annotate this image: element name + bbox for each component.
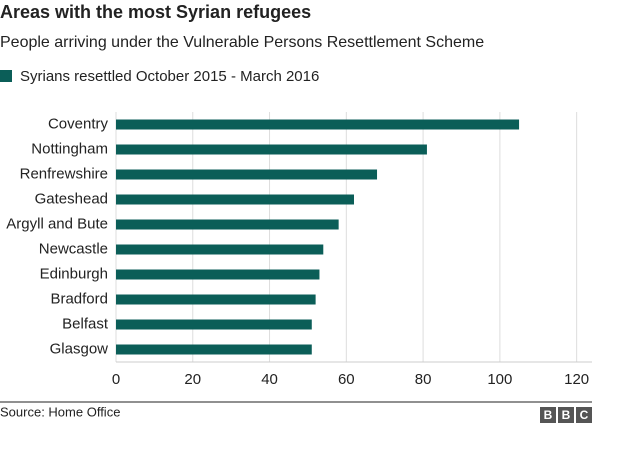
- y-tick-label: Edinburgh: [40, 265, 108, 282]
- logo-letter: B: [562, 408, 571, 422]
- x-tick-label: 0: [112, 371, 120, 388]
- bar: [116, 294, 316, 305]
- y-tick-label: Nottingham: [31, 140, 108, 157]
- bar: [116, 144, 427, 155]
- bar: [116, 244, 324, 255]
- y-tick-label: Renfrewshire: [20, 165, 108, 182]
- logo-box: [576, 407, 592, 423]
- legend-swatch: [0, 70, 12, 82]
- chart-title: Areas with the most Syrian refugees: [0, 2, 311, 22]
- logo-box: [558, 407, 574, 423]
- x-tick-label: 100: [487, 371, 512, 388]
- logo-letter: C: [580, 408, 589, 422]
- y-tick-label: Argyll and Bute: [6, 215, 108, 232]
- bar: [116, 269, 320, 280]
- x-tick-label: 80: [415, 371, 432, 388]
- logo-letter: B: [544, 408, 553, 422]
- legend-label: Syrians resettled October 2015 - March 2…: [20, 68, 319, 85]
- bar: [116, 194, 354, 205]
- bar: [116, 344, 312, 355]
- bar: [116, 319, 312, 330]
- x-tick-label: 120: [564, 371, 589, 388]
- logo-box: [540, 407, 556, 423]
- x-tick-label: 60: [338, 371, 355, 388]
- bar: [116, 119, 520, 130]
- bar: [116, 169, 378, 180]
- source: Source: Home Office: [0, 404, 120, 419]
- bar: [116, 219, 339, 230]
- y-tick-label: Glasgow: [50, 340, 109, 357]
- y-tick-label: Coventry: [48, 115, 109, 132]
- x-tick-label: 20: [184, 371, 201, 388]
- y-tick-label: Newcastle: [39, 240, 108, 257]
- y-tick-label: Belfast: [62, 315, 109, 332]
- chart-subtitle: People arriving under the Vulnerable Per…: [0, 34, 484, 51]
- x-tick-label: 40: [261, 371, 278, 388]
- y-tick-label: Bradford: [50, 290, 108, 307]
- y-tick-label: Gateshead: [35, 190, 108, 207]
